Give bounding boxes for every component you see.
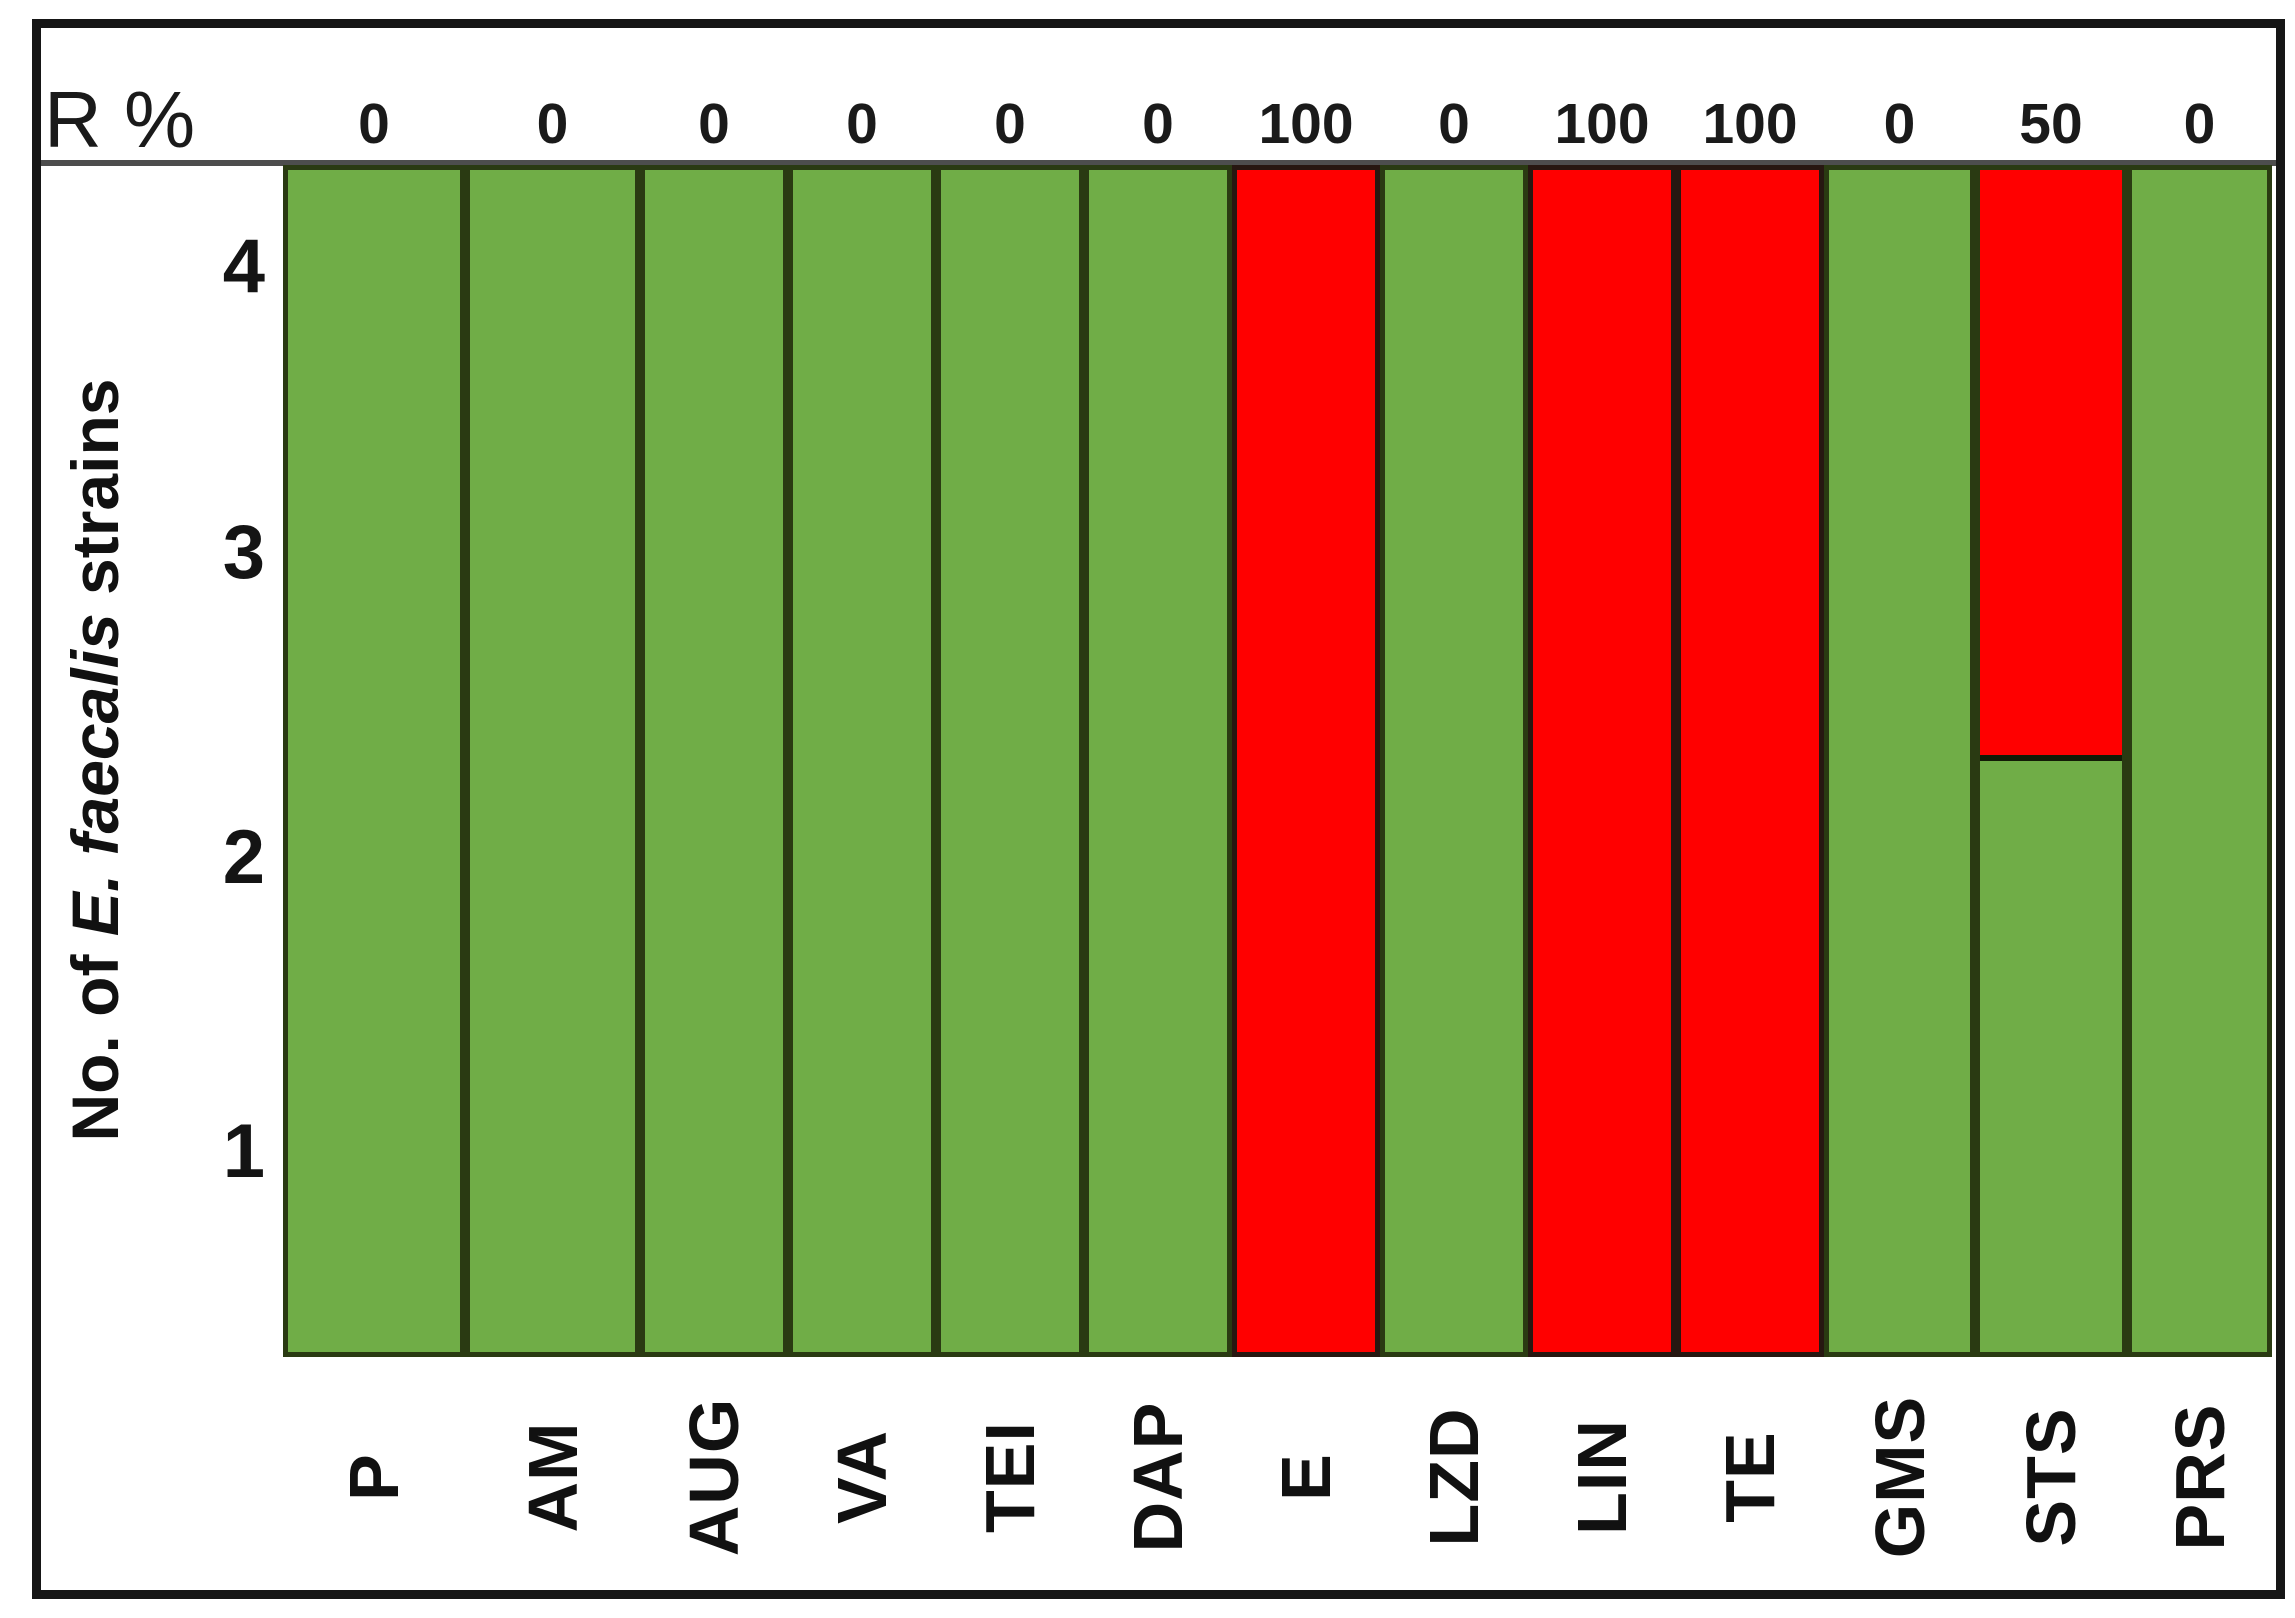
r-percent-value-lzd: 0 — [1438, 92, 1470, 156]
x-axis-label-sts: STS — [2012, 1407, 2090, 1547]
bar-p — [283, 165, 465, 1357]
x-axis-label-prs: PRS — [2160, 1403, 2239, 1551]
r-percent-value-tei: 0 — [994, 92, 1026, 156]
x-axis-label-am: AM — [513, 1421, 592, 1533]
r-percent-header-label: R % — [44, 75, 196, 164]
bar-am — [465, 165, 640, 1357]
y-axis-label-suffix: strains — [58, 378, 132, 614]
bar-prs — [2127, 165, 2272, 1357]
x-axis-label-aug: AUG — [675, 1397, 753, 1557]
r-percent-value-gms: 0 — [1883, 92, 1916, 156]
r-percent-value-e: 100 — [1258, 92, 1354, 156]
x-axis-label-p: P — [335, 1453, 413, 1501]
x-axis-label-tei: TEI — [971, 1421, 1049, 1533]
bar-sts — [1975, 165, 2127, 1357]
r-percent-value-va: 0 — [846, 92, 878, 156]
r-percent-value-aug: 0 — [698, 92, 730, 156]
x-axis-label-te: TE — [1711, 1431, 1789, 1523]
y-tick-label-2: 2 — [222, 815, 265, 900]
x-axis-label-lzd: LZD — [1415, 1407, 1493, 1547]
susceptible-segment — [1980, 761, 2122, 1352]
x-axis-label-va: VA — [823, 1429, 901, 1525]
y-tick-label-1: 1 — [222, 1109, 265, 1194]
y-tick-label-4: 4 — [222, 224, 265, 309]
bar-aug — [640, 165, 788, 1357]
bar-lzd — [1380, 165, 1528, 1357]
x-axis-label-gms: GMS — [1860, 1395, 1939, 1559]
x-axis-label-dap: DAP — [1119, 1401, 1197, 1553]
r-percent-value-p: 0 — [358, 92, 390, 156]
r-percent-value-sts: 50 — [2019, 92, 2083, 156]
bar-te — [1676, 165, 1824, 1357]
bar-lin — [1528, 165, 1676, 1357]
y-axis-label-prefix: No. of — [58, 936, 132, 1142]
y-axis-label: No. of E. faecalis strains — [35, 110, 155, 1410]
bar-dap — [1084, 165, 1232, 1357]
bar-tei — [936, 165, 1084, 1357]
header-divider-line — [41, 160, 2276, 166]
y-tick-label-3: 3 — [222, 510, 265, 595]
x-axis-label-e: E — [1267, 1453, 1345, 1501]
resistant-segment — [1980, 170, 2122, 761]
r-percent-value-dap: 0 — [1142, 92, 1174, 156]
bar-gms — [1824, 165, 1975, 1357]
x-axis-label-lin: LIN — [1563, 1419, 1641, 1535]
r-percent-value-lin: 100 — [1554, 92, 1650, 156]
bar-va — [788, 165, 936, 1357]
figure-border — [32, 19, 2285, 1599]
r-percent-value-am: 0 — [536, 92, 569, 156]
y-axis-label-species-italic: E. faecalis — [58, 613, 132, 937]
r-percent-value-prs: 0 — [2183, 92, 2216, 156]
bar-e — [1232, 165, 1380, 1357]
r-percent-value-te: 100 — [1702, 92, 1798, 156]
